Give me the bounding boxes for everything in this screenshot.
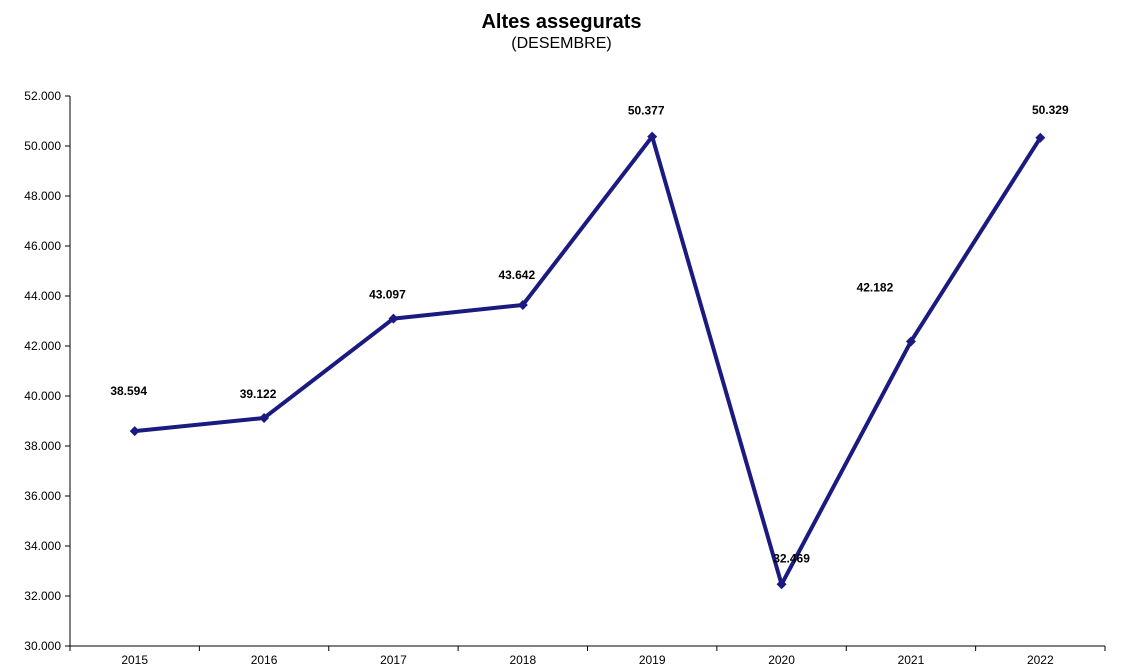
data-label: 50.377 bbox=[628, 104, 665, 118]
y-tick-label: 48.000 bbox=[24, 189, 61, 203]
data-label: 43.642 bbox=[498, 268, 535, 282]
y-tick-label: 30.000 bbox=[24, 639, 61, 653]
x-tick-label: 2018 bbox=[509, 653, 536, 667]
data-point-marker bbox=[517, 299, 528, 310]
chart-axes bbox=[69, 96, 1105, 647]
data-points bbox=[129, 131, 1046, 590]
data-label: 43.097 bbox=[369, 288, 406, 302]
data-label: 32.469 bbox=[773, 551, 810, 565]
y-tick-label: 34.000 bbox=[24, 539, 61, 553]
y-tick-label: 40.000 bbox=[24, 389, 61, 403]
series-line-group bbox=[134, 134, 1043, 587]
y-tick-label: 44.000 bbox=[24, 289, 61, 303]
y-tick-label: 50.000 bbox=[24, 139, 61, 153]
x-tick-label: 2022 bbox=[1027, 653, 1054, 667]
data-point-marker bbox=[129, 426, 140, 437]
data-point-marker bbox=[776, 579, 787, 590]
data-point-marker bbox=[905, 336, 916, 347]
data-label: 38.594 bbox=[110, 384, 147, 398]
x-tick-label: 2021 bbox=[898, 653, 925, 667]
series-line bbox=[134, 134, 1043, 587]
x-tick-label: 2015 bbox=[121, 653, 148, 667]
x-tick-label: 2016 bbox=[251, 653, 278, 667]
y-tick-label: 52.000 bbox=[24, 89, 61, 103]
x-tick-label: 2017 bbox=[380, 653, 407, 667]
data-label: 50.329 bbox=[1032, 103, 1069, 117]
x-tick-label: 2020 bbox=[768, 653, 795, 667]
chart-title: Altes assegurats bbox=[481, 11, 642, 33]
data-label: 42.182 bbox=[857, 280, 894, 294]
data-point-marker bbox=[388, 313, 399, 324]
y-tick-label: 32.000 bbox=[24, 589, 61, 603]
data-point-marker bbox=[1035, 132, 1046, 143]
data-point-marker bbox=[647, 131, 658, 142]
chart-title-block: Altes assegurats (DESEMBRE) bbox=[0, 10, 1123, 54]
x-axis-ticks: 2015 2016 2017 2018 2019 2020 2021 2022 bbox=[69, 646, 1106, 667]
data-point-marker bbox=[259, 412, 270, 423]
y-tick-label: 38.000 bbox=[24, 439, 61, 453]
data-labels: 38.594 39.122 43.097 43.642 50.377 32.469 42.1… bbox=[110, 103, 1069, 566]
y-axis-ticks: 30.000 32.000 34.000 36.000 38.000 40.000 42.0… bbox=[24, 89, 70, 653]
y-tick-label: 42.000 bbox=[24, 339, 61, 353]
x-tick-label: 2019 bbox=[639, 653, 666, 667]
y-tick-label: 46.000 bbox=[24, 239, 61, 253]
y-tick-label: 36.000 bbox=[24, 489, 61, 503]
chart-subtitle: (DESEMBRE) bbox=[511, 35, 612, 52]
data-label: 39.122 bbox=[240, 387, 277, 401]
